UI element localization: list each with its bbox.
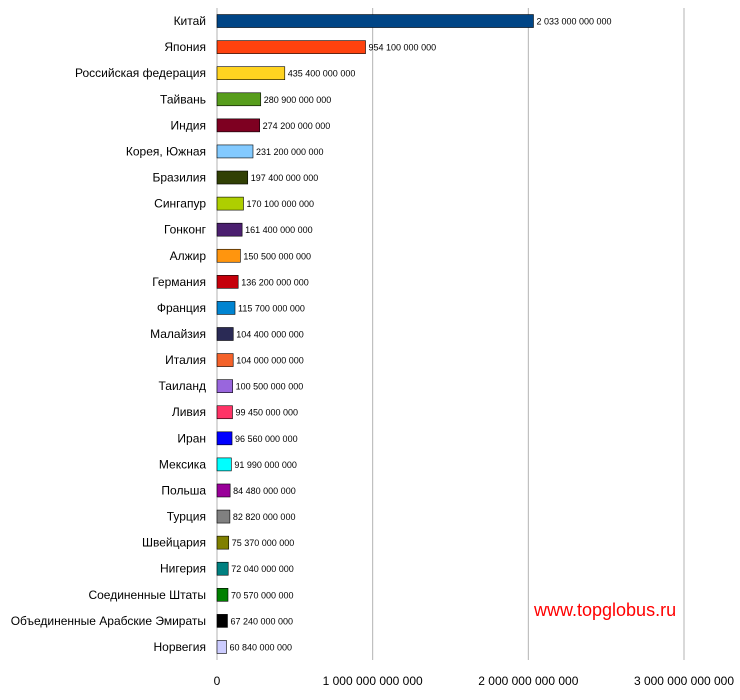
bar bbox=[216, 379, 233, 393]
category-label: Объединенные Арабские Эмираты bbox=[11, 614, 206, 628]
category-label: Индия bbox=[171, 118, 206, 132]
category-label: Сингапур bbox=[154, 197, 206, 211]
category-label: Алжир bbox=[170, 249, 207, 263]
bar bbox=[216, 353, 234, 367]
value-label: 72 040 000 000 bbox=[231, 564, 294, 574]
value-label: 954 100 000 000 bbox=[369, 43, 437, 53]
x-tick-labels: 0 1 000 000 000 000 2 000 000 000 000 3 000… bbox=[214, 674, 735, 688]
value-label: 91 990 000 000 bbox=[234, 460, 297, 470]
bars bbox=[216, 14, 534, 654]
category-label: Ливия bbox=[172, 405, 206, 419]
x-tick-label: 0 bbox=[214, 674, 221, 688]
value-label: 104 400 000 000 bbox=[236, 330, 304, 340]
value-label: 435 400 000 000 bbox=[288, 69, 356, 79]
x-tick-label: 2 000 000 000 000 bbox=[478, 674, 578, 688]
bar bbox=[216, 248, 241, 263]
category-label: Бразилия bbox=[153, 171, 207, 185]
category-label: Польша bbox=[161, 483, 206, 497]
bar bbox=[216, 301, 236, 315]
category-label: Нигерия bbox=[160, 562, 206, 576]
value-label: 136 200 000 000 bbox=[241, 277, 309, 287]
category-label: Италия bbox=[165, 353, 206, 367]
category-label: Мексика bbox=[159, 457, 206, 471]
value-label: 100 500 000 000 bbox=[236, 382, 304, 392]
value-label: 280 900 000 000 bbox=[264, 95, 332, 105]
value-label: 84 480 000 000 bbox=[233, 486, 296, 496]
value-label: 197 400 000 000 bbox=[251, 173, 319, 183]
category-label: Швейцария bbox=[142, 536, 206, 550]
bar bbox=[216, 327, 234, 341]
value-label: 82 820 000 000 bbox=[233, 512, 296, 522]
category-label: Соединенные Штаты bbox=[88, 588, 206, 602]
category-label: Таиланд bbox=[159, 379, 206, 393]
value-label: 104 000 000 000 bbox=[236, 356, 304, 366]
bar bbox=[216, 457, 232, 472]
value-label: 115 700 000 000 bbox=[238, 303, 305, 313]
value-label: 170 100 000 000 bbox=[246, 199, 314, 209]
bar bbox=[216, 587, 229, 602]
bar bbox=[216, 92, 262, 107]
category-label: Норвегия bbox=[153, 640, 206, 654]
bar bbox=[216, 431, 233, 446]
bar bbox=[216, 196, 244, 211]
bar bbox=[216, 640, 227, 654]
bar bbox=[216, 66, 286, 80]
bar bbox=[216, 144, 254, 159]
bar bbox=[216, 222, 243, 237]
bar bbox=[216, 40, 366, 54]
value-label: 60 840 000 000 bbox=[229, 642, 292, 652]
bar bbox=[216, 561, 229, 576]
value-label: 150 500 000 000 bbox=[243, 251, 311, 261]
bar bbox=[216, 14, 534, 28]
value-label: 67 240 000 000 bbox=[230, 616, 293, 626]
value-label: 274 200 000 000 bbox=[263, 121, 331, 131]
category-label: Гонконг bbox=[164, 223, 207, 237]
category-label: Германия bbox=[152, 275, 206, 289]
bar bbox=[216, 170, 249, 185]
site-watermark: www.topglobus.ru bbox=[534, 600, 677, 620]
category-label: Япония bbox=[164, 40, 206, 54]
x-tick-label: 1 000 000 000 000 bbox=[323, 674, 423, 688]
category-label: Китай bbox=[174, 14, 206, 28]
value-label: 96 560 000 000 bbox=[235, 434, 298, 444]
x-tick-label: 3 000 000 000 000 bbox=[634, 674, 734, 688]
bar bbox=[216, 405, 233, 420]
category-label: Тайвань bbox=[160, 92, 206, 106]
bar bbox=[216, 614, 228, 628]
category-label: Турция bbox=[167, 510, 206, 524]
value-label: 99 450 000 000 bbox=[235, 408, 298, 418]
value-labels: 2 033 000 000 000 954 100 000 000 435 400 … bbox=[229, 17, 611, 653]
category-label: Франция bbox=[157, 301, 206, 315]
bar bbox=[216, 275, 239, 289]
bar bbox=[216, 483, 231, 498]
category-label: Малайзия bbox=[150, 327, 206, 341]
bar bbox=[216, 118, 260, 133]
bar bbox=[216, 535, 230, 550]
category-label: Иран bbox=[177, 431, 206, 445]
category-labels: Китай Япония Российская федерация Тайвань Ин… bbox=[11, 14, 207, 654]
category-label: Российская федерация bbox=[75, 66, 206, 80]
value-label: 231 200 000 000 bbox=[256, 147, 324, 157]
value-label: 2 033 000 000 000 bbox=[536, 17, 611, 27]
value-label: 161 400 000 000 bbox=[245, 225, 313, 235]
bar bbox=[216, 509, 231, 524]
category-label: Корея, Южная bbox=[126, 144, 206, 158]
value-label: 70 570 000 000 bbox=[231, 590, 294, 600]
value-label: 75 370 000 000 bbox=[232, 538, 295, 548]
